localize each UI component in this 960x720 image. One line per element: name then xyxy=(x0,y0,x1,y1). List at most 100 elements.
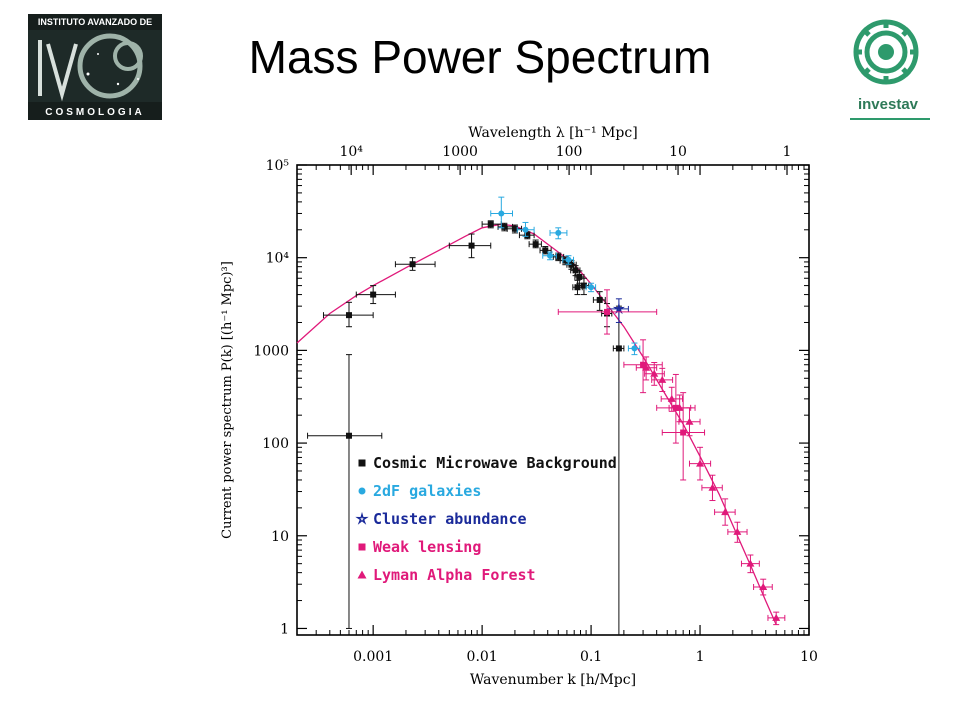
logo-name: investav xyxy=(858,96,919,113)
series-lyman xyxy=(635,356,786,626)
point-marker xyxy=(409,261,416,268)
theory-curve xyxy=(296,223,777,625)
data-point xyxy=(644,362,665,386)
legend-label: Weak lensing xyxy=(373,538,481,556)
data-point xyxy=(635,356,658,381)
point-marker xyxy=(658,375,667,383)
x-tick-label: 1 xyxy=(696,649,705,665)
point-marker xyxy=(532,241,539,248)
point-marker xyxy=(370,291,377,298)
data-point xyxy=(322,301,374,328)
point-marker xyxy=(685,417,694,425)
x-tick-label: 10 xyxy=(800,649,818,665)
x2-tick-label: 100 xyxy=(556,144,583,160)
point-marker xyxy=(498,210,505,217)
data-point xyxy=(585,282,597,293)
point-marker xyxy=(588,284,595,291)
data-point xyxy=(394,257,436,271)
point-marker xyxy=(680,429,687,436)
data-point xyxy=(740,554,760,574)
point-marker xyxy=(772,613,781,621)
legend-label: Cosmic Microwave Background xyxy=(373,454,617,472)
point-marker xyxy=(357,570,367,579)
data-point xyxy=(542,251,557,261)
point-marker xyxy=(358,543,366,551)
point-marker xyxy=(631,345,638,352)
point-marker xyxy=(542,247,549,254)
point-marker xyxy=(572,267,579,274)
point-marker xyxy=(555,253,562,260)
data-point xyxy=(549,227,568,240)
point-marker xyxy=(547,252,554,259)
point-marker xyxy=(667,394,676,402)
data-point xyxy=(562,255,575,265)
point-marker xyxy=(721,508,730,516)
data-point xyxy=(714,498,736,526)
point-marker xyxy=(358,459,366,467)
data-point xyxy=(688,446,712,481)
investav-logo: investav xyxy=(850,19,930,120)
point-marker xyxy=(565,256,572,263)
point-marker xyxy=(511,225,518,232)
point-marker xyxy=(759,583,768,591)
point-marker xyxy=(650,369,659,377)
data-point xyxy=(528,239,542,249)
data-point xyxy=(627,342,641,356)
data-point xyxy=(753,578,773,596)
point-marker xyxy=(468,242,475,249)
plot-frame xyxy=(296,164,810,636)
data-point xyxy=(448,233,492,259)
y-tick-label: 1 xyxy=(280,621,289,637)
point-marker xyxy=(675,403,684,411)
point-marker xyxy=(604,308,611,315)
data-point xyxy=(497,222,513,232)
data-point xyxy=(557,289,658,335)
data-point xyxy=(767,611,786,626)
data-point xyxy=(678,407,701,437)
logo-line1: INSTITUTO AVANZADO DE xyxy=(38,17,152,27)
data-point xyxy=(623,339,663,394)
data-point xyxy=(490,196,513,229)
point-marker xyxy=(345,312,352,319)
point-marker xyxy=(576,273,583,280)
point-marker xyxy=(642,363,651,371)
data-point xyxy=(612,305,625,635)
point-marker xyxy=(596,296,603,303)
series-twodf xyxy=(490,196,641,356)
x-tick-label: 0.01 xyxy=(467,649,498,665)
point-marker xyxy=(612,302,625,315)
x2-axis-label: Wavelength λ [h⁻¹ Mpc] xyxy=(468,125,637,141)
point-marker xyxy=(501,223,508,230)
data-point xyxy=(355,285,396,305)
data-point xyxy=(727,521,748,543)
data-point xyxy=(516,221,535,237)
point-marker xyxy=(733,527,742,535)
y-axis-label: Current power spectrum P(k) [(h⁻¹ Mpc)³] xyxy=(220,261,235,539)
y-tick-label: 10 xyxy=(271,529,289,545)
point-marker xyxy=(358,487,366,495)
point-marker xyxy=(574,284,581,291)
point-marker xyxy=(562,257,569,264)
y-tick-label: 10⁴ xyxy=(266,251,290,267)
x-tick-label: 0.1 xyxy=(580,649,602,665)
institute-logo: INSTITUTO AVANZADO DE COSMOLOGIA xyxy=(28,14,162,120)
point-marker xyxy=(580,282,587,289)
point-marker xyxy=(487,221,494,228)
slide-title: Mass Power Spectrum xyxy=(248,31,712,83)
y-tick-label: 1000 xyxy=(253,343,289,359)
y-tick-label: 10⁵ xyxy=(266,158,290,174)
legend-label: Cluster abundance xyxy=(373,510,527,528)
data-point xyxy=(661,392,706,481)
point-marker xyxy=(746,559,755,567)
point-marker xyxy=(522,226,529,233)
logo-line2: COSMOLOGIA xyxy=(45,107,144,118)
data-point xyxy=(307,354,383,629)
point-marker xyxy=(708,483,717,491)
legend-label: 2dF galaxies xyxy=(373,482,481,500)
point-marker xyxy=(696,459,705,467)
data-point xyxy=(506,224,523,234)
legend-label: Lyman Alpha Forest xyxy=(373,566,536,584)
data-point xyxy=(701,474,723,502)
data-point xyxy=(572,279,583,296)
